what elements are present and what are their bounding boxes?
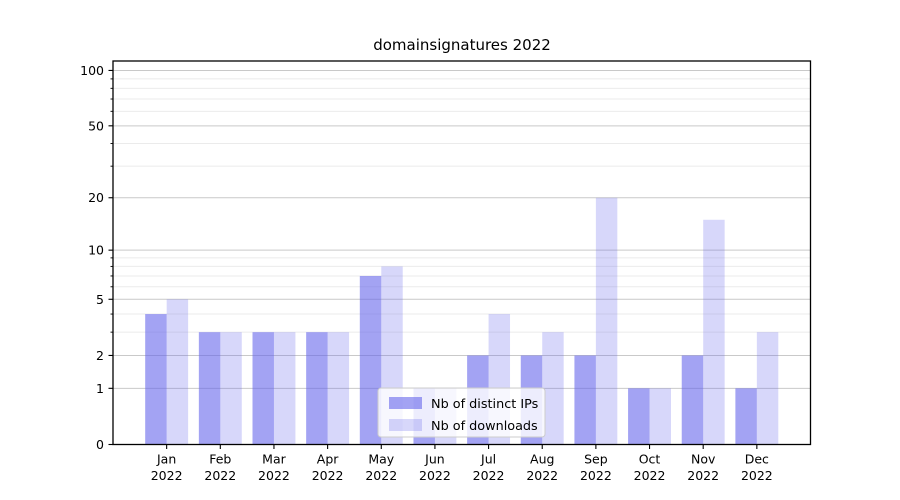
legend-label-distinct-ips: Nb of distinct IPs (431, 397, 539, 412)
x-tick-label-jan: Jan 2022 (151, 452, 183, 484)
bars (145, 197, 779, 445)
y-axis: 0 1 2 5 10 20 50 100 (80, 63, 113, 452)
bar-distinct-ips-oct (628, 388, 650, 445)
x-tick-label-aug: Aug 2022 (526, 452, 558, 484)
x-axis: Jan 2022 Feb 2022 Mar 2022 Apr 2022 May 2022 Jun 20… (151, 444, 773, 484)
legend-swatch-downloads (389, 419, 422, 431)
bar-distinct-ips-sep (574, 355, 596, 445)
x-tick-label-oct: Oct 2022 (634, 452, 666, 484)
y-tick-label-20: 20 (88, 190, 104, 205)
chart-title: domainsignatures 2022 (373, 36, 551, 54)
bar-distinct-ips-may (359, 275, 382, 445)
bar-downloads-dec (756, 332, 779, 445)
legend: Nb of distinct IPs Nb of downloads (377, 387, 546, 438)
y-tick-label-0: 0 (96, 437, 104, 452)
y-tick-label-100: 100 (80, 63, 104, 78)
x-tick-label-apr: Apr 2022 (312, 452, 344, 484)
bar-distinct-ips-jan (145, 314, 167, 445)
bar-distinct-ips-feb (198, 332, 221, 445)
y-tick-label-5: 5 (96, 292, 104, 307)
bar-downloads-nov (703, 219, 725, 445)
plot-frame (112, 60, 812, 446)
bar-downloads-mar (273, 332, 296, 445)
x-tick-label-feb: Feb 2022 (204, 452, 236, 484)
bar-downloads-apr (327, 332, 350, 445)
x-tick-label-sep: Sep 2022 (580, 452, 612, 484)
bar-distinct-ips-apr (306, 332, 328, 445)
x-tick-label-may: May 2022 (365, 452, 397, 484)
x-tick-label-mar: Mar 2022 (258, 452, 290, 484)
bar-downloads-sep (595, 197, 618, 445)
y-tick-label-50: 50 (88, 118, 104, 133)
bar-downloads-jan (166, 299, 189, 445)
x-tick-label-dec: Dec 2022 (741, 452, 773, 484)
bar-downloads-feb (220, 332, 242, 445)
y-tick-label-10: 10 (88, 243, 104, 258)
y-tick-label-1: 1 (96, 381, 104, 396)
bar-distinct-ips-nov (681, 355, 704, 445)
gridlines (113, 69, 811, 389)
bar-downloads-aug (542, 332, 564, 445)
legend-label-downloads: Nb of downloads (431, 419, 538, 434)
x-tick-label-jul: Jul 2022 (473, 452, 505, 484)
legend-swatch-distinct-ips (389, 397, 422, 409)
bar-distinct-ips-dec (735, 388, 757, 445)
bar-downloads-oct (649, 388, 671, 445)
x-tick-label-nov: Nov 2022 (687, 452, 719, 484)
bar-distinct-ips-mar (252, 332, 274, 445)
y-tick-label-2: 2 (96, 348, 104, 363)
x-tick-label-jun: Jun 2022 (419, 452, 451, 484)
